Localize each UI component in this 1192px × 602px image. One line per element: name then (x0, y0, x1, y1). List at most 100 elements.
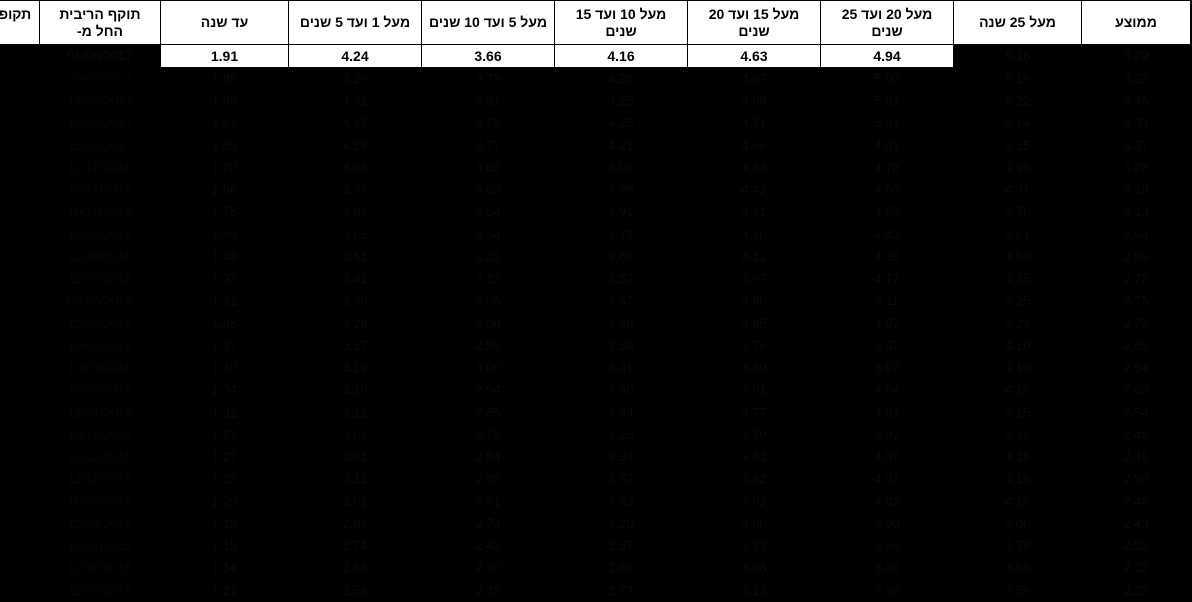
cell-y15_20[interactable]: 4.42 (688, 179, 822, 202)
cell-over25[interactable]: 5.19 (954, 67, 1083, 90)
column-header-20-25[interactable]: מעל 20 ועד 25 שנים (821, 0, 955, 45)
cell-y15_20[interactable]: 4.16 (688, 223, 822, 246)
cell-over25[interactable]: 3.55 (954, 557, 1083, 580)
cell-y20_25[interactable]: 4.17 (821, 268, 955, 291)
cell-y1_5[interactable]: 3.83 (289, 201, 423, 224)
cell-y15_20[interactable]: 4.66 (688, 134, 822, 157)
cell-y1_5[interactable]: 3.17 (289, 334, 423, 357)
cell-y10_15[interactable]: 3.26 (555, 423, 689, 446)
cell-over25[interactable]: 3.79 (954, 535, 1083, 558)
cell-y10_15[interactable]: 3.32 (555, 468, 689, 491)
table-row[interactable]: 3.13 4.76 4.59 4.31 3.91 3.54 3.83 1.78 10/10/20… (0, 201, 1192, 224)
table-row[interactable]: 2.22 3.55 3.36 3.08 2.68 2.30 2.56 1.14 11/06/20… (0, 557, 1192, 580)
cell-avg[interactable]: 2.94 (1082, 223, 1192, 246)
cell-avg[interactable]: 2.33 (1082, 535, 1192, 558)
cell-upto1[interactable]: 1.81 (161, 112, 290, 135)
cell-y1_5[interactable]: 4.27 (289, 112, 423, 135)
cell-y20_25[interactable]: 3.36 (821, 557, 955, 580)
cell-y1_5[interactable]: 2.93 (289, 512, 423, 535)
cell-over25[interactable]: 4.15 (954, 401, 1083, 424)
cell-y15_20[interactable]: 3.66 (688, 512, 822, 535)
cell-period[interactable]: 31/05/2016 (0, 290, 41, 313)
cell-y15_20[interactable]: 3.81 (688, 379, 822, 402)
cell-period[interactable]: 31/10/2015 (0, 446, 41, 469)
cell-over25[interactable]: 4.95 (954, 156, 1083, 179)
cell-y1_5[interactable]: 4.24 (289, 44, 423, 68)
cell-over25[interactable]: 5.14 (954, 112, 1083, 135)
cell-y10_15[interactable]: 4.06 (555, 156, 689, 179)
cell-y5_10[interactable]: 3.25 (422, 245, 556, 268)
cell-y1_5[interactable]: 3.28 (289, 312, 423, 335)
column-header-over25[interactable]: מעל 25 שנה (954, 0, 1083, 45)
cell-y5_10[interactable]: 3.00 (422, 357, 556, 380)
cell-y20_25[interactable]: 4.94 (821, 44, 955, 68)
table-row[interactable]: 2.46 4.18 4.07 3.81 3.33 2.84 3.01 1.27 10/11/20… (0, 446, 1192, 469)
cell-avg[interactable]: 2.54 (1082, 401, 1192, 424)
cell-y1_5[interactable]: 4.29 (289, 67, 423, 90)
cell-upto1[interactable]: 1.69 (161, 134, 290, 157)
cell-avg[interactable]: 2.75 (1082, 290, 1192, 313)
cell-avg[interactable]: 2.89 (1082, 245, 1192, 268)
cell-y20_25[interactable]: 3.56 (821, 535, 955, 558)
cell-y10_15[interactable]: 3.52 (555, 268, 689, 291)
table-row[interactable]: 2.46 4.18 4.02 3.82 3.33 2.81 3.01 1.20 10/09/20… (0, 490, 1192, 513)
table-row[interactable]: 3.32 5.19 5.00 4.67 4.26 3.79 4.29 1.85 30/04/20… (0, 67, 1192, 90)
cell-upto1[interactable]: 1.91 (161, 44, 290, 68)
cell-period[interactable]: 30/06/2016 (0, 268, 41, 291)
cell-avg[interactable]: 2.23 (1082, 579, 1192, 602)
cell-period[interactable]: 31/10/2016 (0, 179, 41, 202)
cell-period[interactable]: 30/09/2016 (0, 201, 41, 224)
cell-period[interactable]: 30/04/2016 (0, 312, 41, 335)
cell-y1_5[interactable]: 3.30 (289, 290, 423, 313)
cell-period[interactable]: 28/02/2017 (0, 90, 41, 113)
cell-y1_5[interactable]: 3.02 (289, 423, 423, 446)
cell-over25[interactable]: 4.25 (954, 290, 1083, 313)
cell-y20_25[interactable]: 5.01 (821, 90, 955, 113)
cell-period[interactable]: 29/02/2016 (0, 357, 41, 380)
cell-y5_10[interactable]: 2.81 (422, 490, 556, 513)
cell-over25[interactable]: 4.18 (954, 490, 1083, 513)
cell-y15_20[interactable]: 3.33 (688, 535, 822, 558)
cell-period[interactable]: 31/08/2016 (0, 223, 41, 246)
cell-over25[interactable]: 4.91 (954, 179, 1083, 202)
cell-y10_15[interactable]: 4.25 (555, 90, 689, 113)
cell-upto1[interactable]: 1.21 (161, 579, 290, 602)
cell-y10_15[interactable]: 4.25 (555, 112, 689, 135)
cell-y1_5[interactable]: 3.41 (289, 268, 423, 291)
cell-upto1[interactable]: 1.25 (161, 468, 290, 491)
cell-y15_20[interactable]: 3.77 (688, 401, 822, 424)
cell-avg[interactable]: 2.43 (1082, 512, 1192, 535)
cell-over25[interactable]: 4.18 (954, 446, 1083, 469)
cell-upto1[interactable]: 1.27 (161, 446, 290, 469)
cell-upto1[interactable]: 1.14 (161, 557, 290, 580)
cell-y5_10[interactable]: 2.94 (422, 379, 556, 402)
cell-y10_15[interactable]: 3.47 (555, 290, 689, 313)
cell-y15_20[interactable]: 3.76 (688, 334, 822, 357)
cell-y10_15[interactable]: 3.34 (555, 401, 689, 424)
cell-over25[interactable]: 5.15 (954, 134, 1083, 157)
cell-y5_10[interactable]: 2.30 (422, 557, 556, 580)
cell-y10_15[interactable]: 2.87 (555, 535, 689, 558)
cell-period[interactable]: 31/07/2015 (0, 512, 41, 535)
table-row[interactable]: 2.78 4.35 4.17 3.97 3.52 3.13 3.41 1.37 11/07/20… (0, 268, 1192, 291)
cell-y15_20[interactable]: 3.97 (688, 268, 822, 291)
cell-y20_25[interactable]: 4.35 (821, 245, 955, 268)
cell-y10_15[interactable]: 3.91 (555, 201, 689, 224)
cell-y1_5[interactable]: 2.56 (289, 557, 423, 580)
table-row[interactable]: 2.89 4.50 4.35 4.11 3.69 3.25 3.51 1.43 11/08/20… (0, 245, 1192, 268)
cell-upto1[interactable]: 1.15 (161, 535, 290, 558)
cell-avg[interactable]: 2.50 (1082, 468, 1192, 491)
cell-y5_10[interactable]: 3.62 (422, 156, 556, 179)
cell-from[interactable]: 10/11/2016 (40, 179, 162, 202)
cell-y15_20[interactable]: 3.82 (688, 468, 822, 491)
cell-y15_20[interactable]: 4.67 (688, 67, 822, 90)
cell-y1_5[interactable]: 4.31 (289, 90, 423, 113)
cell-y5_10[interactable]: 3.05 (422, 290, 556, 313)
cell-y20_25[interactable]: 4.91 (821, 134, 955, 157)
cell-upto1[interactable]: 1.32 (161, 401, 290, 424)
cell-over25[interactable]: 4.23 (954, 312, 1083, 335)
cell-y15_20[interactable]: 4.11 (688, 245, 822, 268)
cell-period[interactable]: 30/04/2017 (0, 44, 41, 68)
cell-over25[interactable]: 4.50 (954, 245, 1083, 268)
cell-y5_10[interactable]: 2.95 (422, 334, 556, 357)
